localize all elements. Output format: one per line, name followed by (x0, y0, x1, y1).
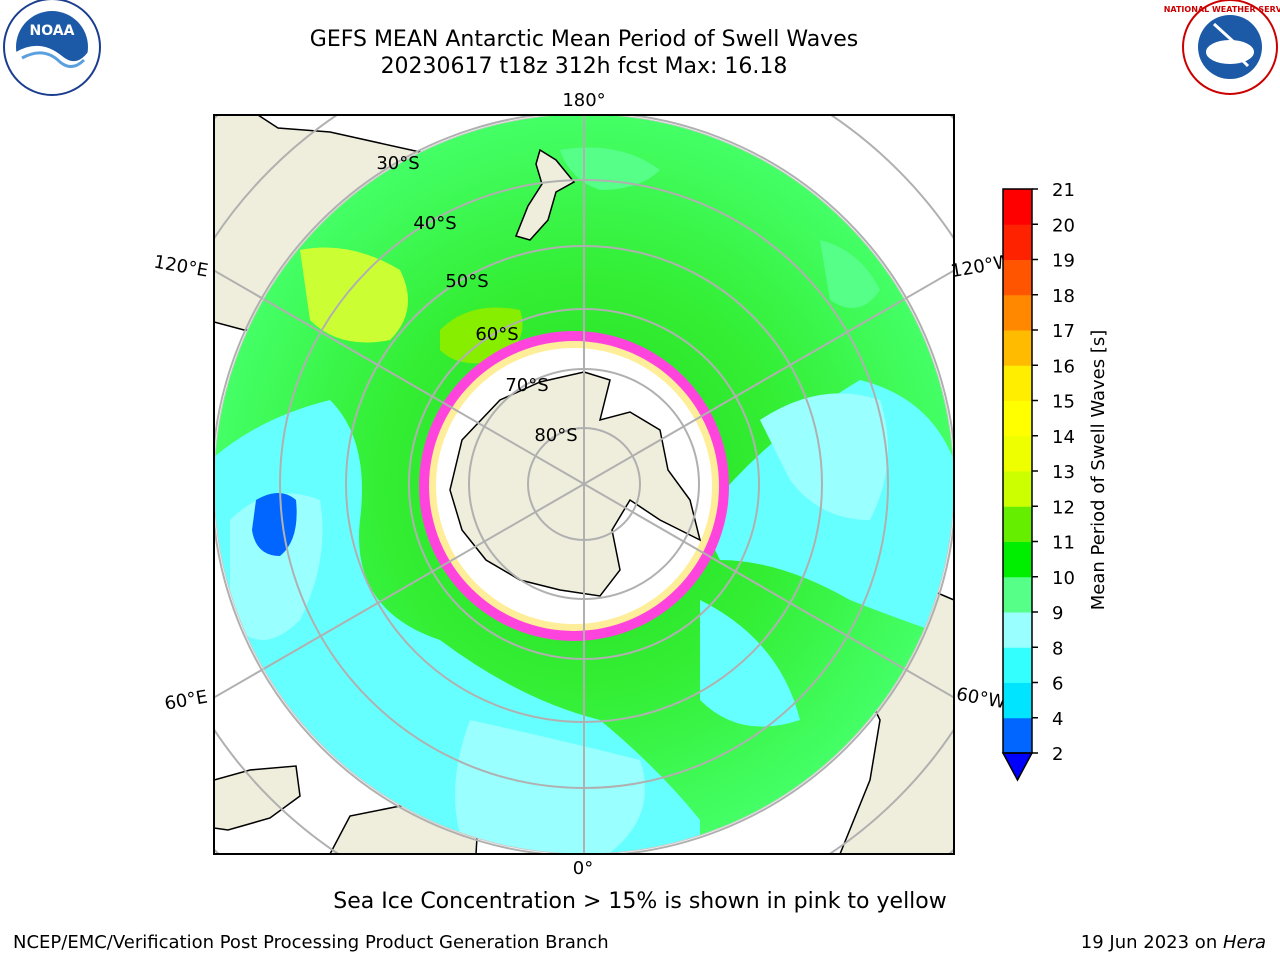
map-frame (213, 114, 955, 855)
colorbar-segment (1003, 224, 1032, 260)
credit-text: NCEP/EMC/Verification Post Processing Pr… (13, 932, 609, 953)
colorbar-segment (1003, 541, 1032, 578)
colorbar-segment (1003, 400, 1032, 437)
colorbar-tick-label: 14 (1052, 427, 1075, 448)
graticule (214, 115, 954, 854)
nws-logo: NATIONAL WEATHER SERVICE (1164, 0, 1280, 95)
colorbar-segment (1003, 365, 1032, 401)
lat-label-30s: 30°S (376, 153, 419, 174)
new-zealand-land (514, 148, 576, 241)
colorbar-tick-label: 2 (1052, 744, 1063, 765)
colorbar-tick-label: 11 (1052, 533, 1075, 554)
colorbar-tick-label: 15 (1052, 392, 1075, 413)
colorbar-tick-label: 13 (1052, 462, 1075, 483)
lat-label-40s: 40°S (413, 213, 456, 234)
colorbar-tick-label: 21 (1052, 180, 1075, 201)
colorbar-tick-label: 19 (1052, 251, 1075, 272)
colorbar-segment (1003, 259, 1032, 296)
lat-label-60s: 60°S (475, 324, 518, 345)
colorbar-segment (1003, 682, 1032, 719)
colorbar-segment (1003, 612, 1032, 648)
colorbar-label: Mean Period of Swell Waves [s] (1088, 330, 1109, 611)
date-host: Hera (1222, 932, 1266, 953)
colorbar-segment (1003, 717, 1032, 754)
lon-label-180: 180° (562, 90, 605, 111)
lat-label-50s: 50°S (445, 271, 488, 292)
nws-logo-text: NATIONAL WEATHER SERVICE (1164, 5, 1280, 14)
lat-label-80s: 80°S (534, 425, 577, 446)
colorbar-extend-arrow (1001, 752, 1034, 782)
map-subtitle: 20230617 t18z 312h fcst Max: 16.18 (380, 54, 788, 79)
colorbar-tick-label: 4 (1052, 709, 1063, 730)
colorbar-tick-label: 17 (1052, 321, 1075, 342)
colorbar-tick-label: 9 (1052, 603, 1063, 624)
colorbar-segment (1003, 471, 1032, 507)
date-text: 19 Jun 2023 on Hera (1081, 932, 1266, 953)
noaa-logo: NOAA (3, 0, 101, 96)
lon-label-120e: 120°E (152, 251, 210, 281)
date-label: 19 Jun 2023 on (1080, 932, 1223, 953)
colorbar-segment (1003, 647, 1032, 683)
colorbar-tick-label: 16 (1052, 356, 1075, 377)
lon-label-60w: 60°W (955, 684, 1008, 713)
colorbar-tick-label: 6 (1052, 674, 1063, 695)
colorbar-tick-label: 10 (1052, 568, 1075, 589)
colorbar-tick-label: 12 (1052, 497, 1075, 518)
map-title: GEFS MEAN Antarctic Mean Period of Swell… (309, 27, 859, 52)
sea-ice-note: Sea Ice Concentration > 15% is shown in … (333, 889, 947, 914)
antarctica-land (449, 371, 702, 597)
colorbar-segment (1003, 435, 1032, 472)
colorbar-tick-label: 8 (1052, 638, 1063, 659)
colorbar: 2 4 6 8 9 10 11 12 13 14 15 16 17 18 19 20 21 (1001, 180, 1075, 782)
lon-label-0: 0° (573, 858, 593, 879)
lat-label-70s: 70°S (505, 375, 548, 396)
colorbar-tick-label: 20 (1052, 215, 1075, 236)
colorbar-tick-label: 18 (1052, 286, 1075, 307)
colorbar-segment (1003, 330, 1032, 366)
colorbar-segment (1003, 189, 1032, 225)
colorbar-segment (1003, 294, 1032, 331)
noaa-logo-text: NOAA (30, 23, 75, 39)
colorbar-segment (1003, 576, 1032, 613)
colorbar-segment (1003, 506, 1032, 542)
lon-label-60e: 60°E (163, 686, 209, 714)
